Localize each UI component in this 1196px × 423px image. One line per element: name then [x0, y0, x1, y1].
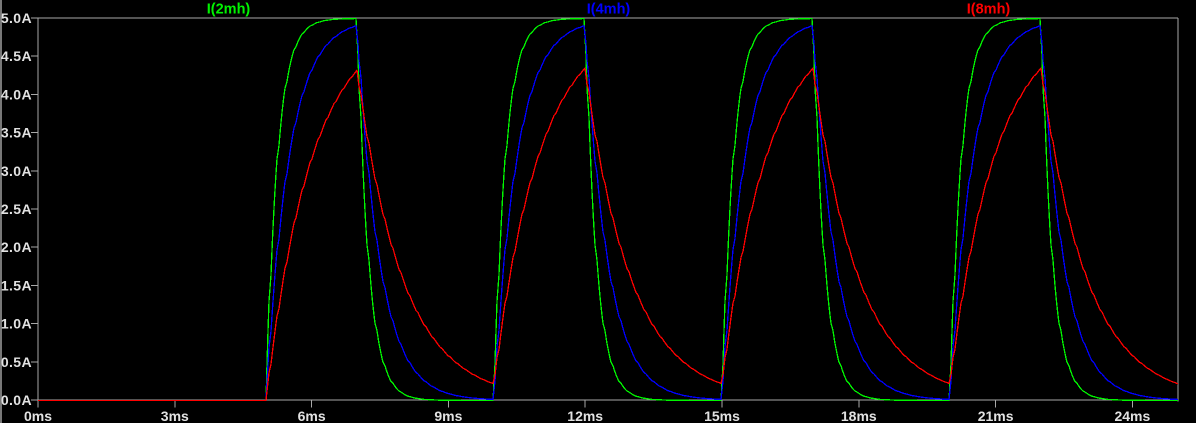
svg-text:I(2mh): I(2mh) [207, 2, 251, 18]
svg-text:0ms: 0ms [24, 408, 52, 423]
svg-text:3.5A: 3.5A [1, 125, 32, 141]
svg-text:3.0A: 3.0A [1, 163, 32, 179]
svg-text:0.0A: 0.0A [1, 392, 32, 408]
svg-text:1.5A: 1.5A [1, 277, 32, 293]
svg-text:9ms: 9ms [434, 408, 462, 423]
svg-text:4.5A: 4.5A [1, 48, 32, 64]
svg-text:12ms: 12ms [567, 408, 603, 423]
svg-text:I(4mh): I(4mh) [587, 2, 631, 18]
svg-text:21ms: 21ms [978, 408, 1014, 423]
svg-text:3ms: 3ms [161, 408, 189, 423]
svg-text:2.0A: 2.0A [1, 239, 32, 255]
svg-text:I(8mh): I(8mh) [967, 2, 1011, 18]
svg-text:24ms: 24ms [1114, 408, 1150, 423]
svg-text:5.0A: 5.0A [1, 10, 32, 26]
svg-text:18ms: 18ms [841, 408, 877, 423]
svg-text:4.0A: 4.0A [1, 86, 32, 102]
svg-text:15ms: 15ms [704, 408, 740, 423]
svg-text:1.0A: 1.0A [1, 316, 32, 332]
svg-text:6ms: 6ms [298, 408, 326, 423]
svg-text:0.5A: 0.5A [1, 354, 32, 370]
svg-text:2.5A: 2.5A [1, 201, 32, 217]
